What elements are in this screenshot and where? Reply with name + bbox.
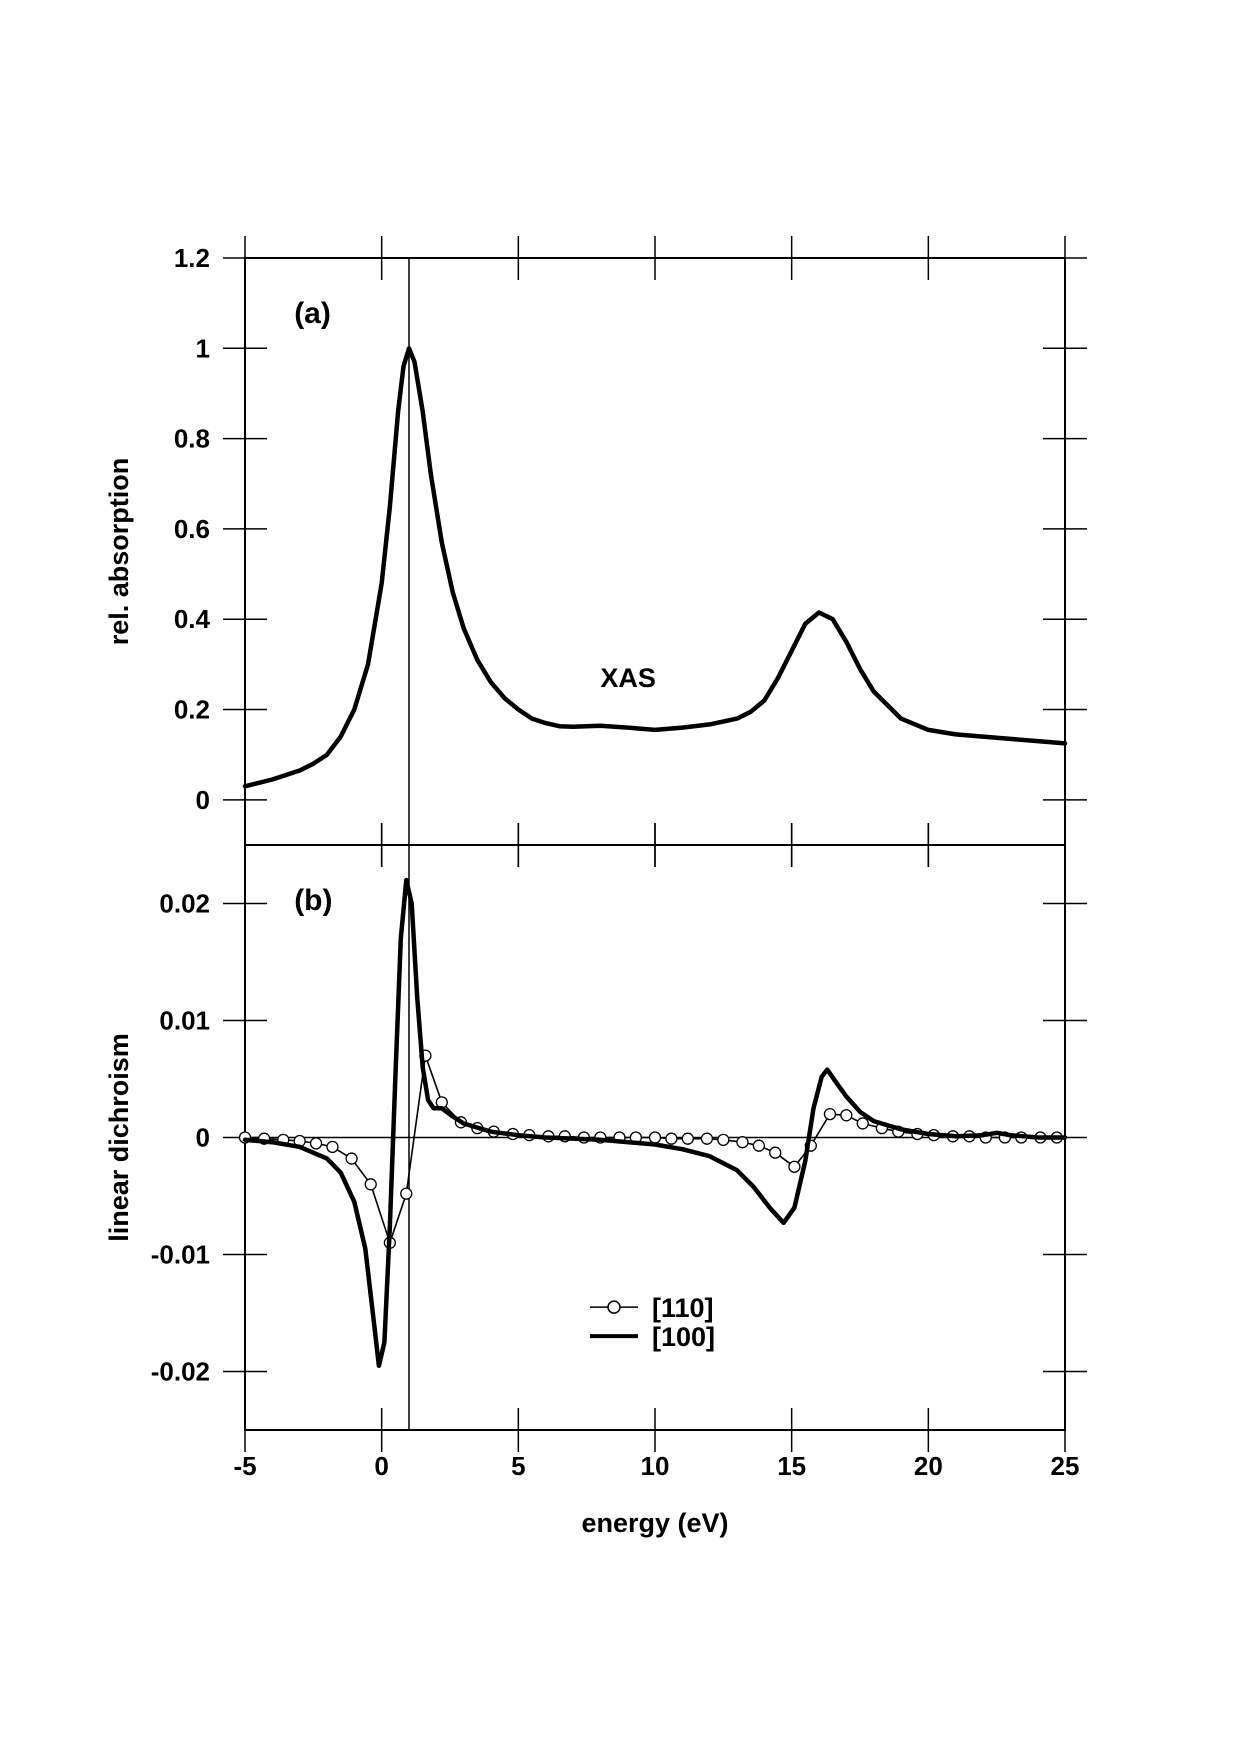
x-tick-label-0: -5: [233, 1451, 256, 1481]
data-point-b-0-33: [823, 1107, 837, 1121]
x-tick-label-3: 10: [641, 1451, 670, 1481]
y-tick-label-a-6: 1.2: [174, 243, 210, 273]
y-tick-label-a-3: 0.6: [174, 514, 210, 544]
y-tick-label-a-0: 0: [196, 785, 210, 815]
data-point-b-0-25: [681, 1132, 694, 1145]
y-tick-label-b-4: 0.02: [159, 889, 210, 919]
legend-label-110: [110]: [652, 1293, 714, 1323]
panel-a-series: [242, 346, 1068, 789]
panel-a-label: (a): [294, 297, 331, 330]
y-tick-label-b-3: 0.01: [159, 1006, 210, 1036]
x-tick-label-5: 20: [914, 1451, 943, 1481]
x-tick-label-6: 25: [1051, 1451, 1080, 1481]
panel-b-y-axis-label: linear dichroism: [104, 1033, 134, 1242]
data-point-b-0-34: [840, 1109, 853, 1122]
y-tick-label-a-2: 0.4: [174, 604, 211, 634]
panel-a-ticks: 0 0.2 0.4 0.6 0.8 1 1.2: [174, 236, 1087, 867]
data-point-b-0-27: [717, 1133, 730, 1146]
y-tick-label-a-5: 1: [196, 333, 210, 363]
series-line-b-0: [244, 1054, 1058, 1244]
data-point-b-0-9: [400, 1187, 413, 1200]
panel-a-y-axis-label: rel. absorption: [104, 458, 134, 646]
panel-b-series: [238, 877, 1068, 1368]
legend-marker-110: [607, 1300, 621, 1314]
data-point-b-0-23: [648, 1131, 662, 1144]
data-point-b-0-24: [665, 1132, 678, 1145]
panel-b-ticks: -0.02 -0.01 0 0.01 0.02 -5 0 5 10 15 20 25: [151, 823, 1087, 1481]
xas-annotation: XAS: [600, 663, 656, 693]
data-point-b-0-6: [345, 1152, 358, 1165]
legend: [110] [100]: [590, 1293, 715, 1352]
data-point-b-0-26: [700, 1132, 714, 1145]
data-point-b-0-5: [326, 1140, 339, 1154]
x-tick-label-1: 0: [374, 1451, 388, 1481]
data-point-b-0-28: [736, 1136, 749, 1149]
panel-a-xas: 0 0.2 0.4 0.6 0.8 1 1.2 (a) XAS rel. absorptio…: [104, 236, 1087, 867]
x-tick-label-4: 15: [777, 1451, 806, 1481]
x-tick-label-2: 5: [511, 1451, 525, 1481]
data-point-b-0-35: [856, 1117, 869, 1130]
series-line-b-1: [242, 877, 1068, 1368]
panel-a-frame: [244, 257, 1066, 846]
data-point-b-0-30: [769, 1146, 782, 1159]
y-tick-label-b-1: -0.01: [151, 1240, 210, 1270]
y-tick-label-b-2: 0: [196, 1123, 210, 1153]
x-axis-label: energy (eV): [581, 1508, 728, 1538]
data-point-b-0-7: [364, 1178, 377, 1191]
y-tick-label-a-1: 0.2: [174, 695, 210, 725]
legend-label-100: [100]: [652, 1322, 715, 1352]
data-point-b-0-4: [309, 1137, 323, 1150]
panel-b-label: (b): [294, 884, 332, 917]
y-tick-label-a-4: 0.8: [174, 424, 210, 454]
y-tick-label-b-0: -0.02: [151, 1357, 210, 1387]
panel-b-linear-dichroism: -0.02 -0.01 0 0.01 0.02 -5 0 5 10 15 20 25 (b) line…: [104, 823, 1087, 1481]
data-point-b-0-31: [788, 1160, 801, 1173]
data-point-b-0-29: [752, 1139, 766, 1152]
series-line-a-0: [242, 346, 1068, 789]
